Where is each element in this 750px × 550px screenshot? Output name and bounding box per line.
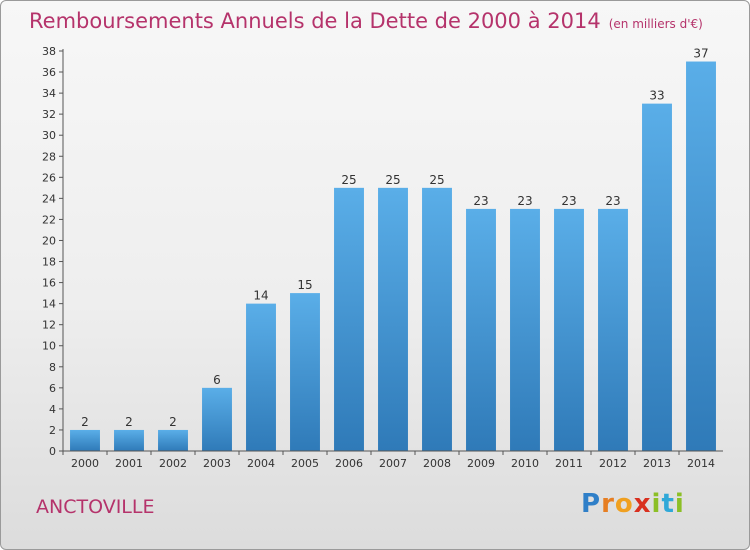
axes-group: 2000 2001 2002 2003 2004 2005 2006 2007 2008 2009… — [42, 45, 723, 470]
y-tick-label: 22 — [42, 213, 56, 226]
bar-value-label: 23 — [517, 194, 532, 208]
x-tick-label: 2009 — [467, 457, 495, 470]
y-tick-label: 12 — [42, 319, 56, 332]
bar-2001 — [114, 429, 144, 451]
x-tick-label: 2004 — [247, 457, 275, 470]
y-tick-label: 30 — [42, 129, 56, 142]
x-tick-label: 2000 — [71, 457, 99, 470]
bar-value-label: 15 — [297, 278, 312, 292]
x-tick-label: 2011 — [555, 457, 583, 470]
logo-letter: r — [601, 489, 615, 519]
x-tick-label: 2013 — [643, 457, 671, 470]
bar-2006 — [334, 187, 364, 451]
x-tick-label: 2006 — [335, 457, 363, 470]
bar-value-label: 6 — [213, 373, 221, 387]
logo-letter: t — [661, 489, 675, 519]
bar-2009 — [466, 208, 496, 451]
y-tick-label: 32 — [42, 108, 56, 121]
bar-value-label: 25 — [341, 173, 356, 187]
y-tick-label: 20 — [42, 234, 56, 247]
logo-letter: o — [614, 489, 634, 519]
bar-value-label: 23 — [605, 194, 620, 208]
bar-2012 — [598, 208, 628, 451]
chart-subtitle: (en milliers d'€) — [608, 17, 703, 31]
y-tick-label: 10 — [42, 340, 56, 353]
bar-2007 — [378, 187, 408, 451]
chart-title: Remboursements Annuels de la Dette de 20… — [29, 9, 703, 33]
bar-value-label: 23 — [561, 194, 576, 208]
bar-2005 — [290, 293, 320, 451]
bar-2011 — [554, 208, 584, 451]
y-tick-label: 28 — [42, 150, 56, 163]
logo-letter: i — [651, 489, 662, 519]
y-tick-label: 0 — [49, 445, 56, 458]
bar-value-label: 2 — [125, 415, 133, 429]
x-tick-label: 2008 — [423, 457, 451, 470]
y-tick-label: 8 — [49, 361, 56, 374]
proxiti-logo: Proxiti — [581, 489, 685, 519]
chart-title-text: Remboursements Annuels de la Dette de 20… — [29, 9, 601, 33]
x-tick-label: 2002 — [159, 457, 187, 470]
logo-letter: i — [674, 489, 685, 519]
y-tick-label: 14 — [42, 298, 56, 311]
bar-value-label: 33 — [649, 89, 664, 103]
y-tick-label: 6 — [49, 382, 56, 395]
bar-2003 — [202, 387, 232, 451]
y-tick-label: 4 — [49, 403, 56, 416]
bar-2008 — [422, 187, 452, 451]
x-tick-label: 2001 — [115, 457, 143, 470]
x-tick-label: 2005 — [291, 457, 319, 470]
y-tick-label: 26 — [42, 171, 56, 184]
x-tick-label: 2014 — [687, 457, 715, 470]
y-tick-label: 16 — [42, 277, 56, 290]
y-tick-label: 36 — [42, 66, 56, 79]
bar-value-label: 14 — [253, 289, 268, 303]
y-tick-label: 34 — [42, 87, 56, 100]
x-tick-label: 2003 — [203, 457, 231, 470]
bar-2002 — [158, 429, 188, 451]
bar-2004 — [246, 303, 276, 451]
y-tick-label: 24 — [42, 192, 56, 205]
logo-letter: P — [581, 489, 602, 519]
x-tick-label: 2010 — [511, 457, 539, 470]
bar-2013 — [642, 103, 672, 451]
bar-value-label: 25 — [429, 173, 444, 187]
x-tick-label: 2007 — [379, 457, 407, 470]
bar-2014 — [686, 61, 716, 452]
bars-group: 2 2 2 6 14 15 25 25 25 23 23 23 23 33 37 — [70, 47, 716, 452]
y-tick-label: 38 — [42, 45, 56, 58]
y-tick-label: 18 — [42, 256, 56, 269]
bar-value-label: 23 — [473, 194, 488, 208]
bar-value-label: 25 — [385, 173, 400, 187]
bar-2010 — [510, 208, 540, 451]
logo-letter: x — [633, 489, 652, 519]
bar-2000 — [70, 429, 100, 451]
bar-value-label: 2 — [81, 415, 89, 429]
x-tick-label: 2012 — [599, 457, 627, 470]
commune-name: ANCTOVILLE — [36, 496, 155, 518]
y-tick-label: 2 — [49, 424, 56, 437]
bar-value-label: 37 — [693, 47, 708, 61]
bar-value-label: 2 — [169, 415, 177, 429]
